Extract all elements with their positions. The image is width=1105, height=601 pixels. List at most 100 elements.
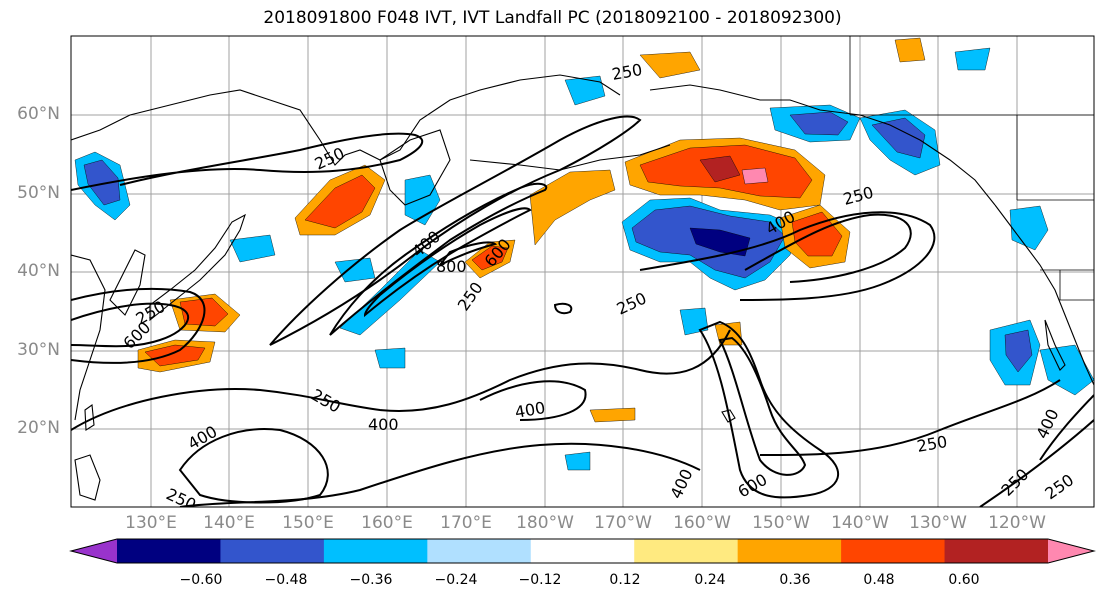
negative-anomaly-baja-core: [1004, 329, 1033, 373]
contour-600-jet: [363, 207, 532, 318]
positive-anomaly-central: [529, 169, 616, 246]
contour-label: 250: [915, 432, 948, 456]
contour-250-subtrop: [71, 329, 731, 431]
positive-anomaly-sub-2: [589, 407, 636, 423]
contour-250-south: [179, 442, 701, 507]
contour-250-island: [553, 302, 573, 315]
contour-label: 400: [666, 466, 696, 502]
colorbar-tick: 0.24: [694, 572, 726, 588]
aleutians: [469, 144, 671, 171]
positive-anomaly-bering-dark: [699, 155, 741, 183]
contour-400-east: [744, 213, 912, 283]
negative-anomaly-japan-core: [83, 159, 121, 206]
ivt-contours: [71, 115, 1094, 507]
baja: [1044, 319, 1066, 371]
lon-label-160e: 160°E: [361, 513, 413, 533]
japan-honshu: [149, 213, 246, 322]
map-title: 2018091800 F048 IVT, IVT Landfall PC (20…: [263, 8, 842, 28]
colorbar-segment: [841, 539, 946, 563]
contour-400-jet: [329, 182, 548, 336]
na-west-coast: [994, 204, 1094, 386]
contour-label: 250: [308, 385, 344, 417]
colorbar-tick: −0.24: [434, 572, 478, 588]
contour-label: 800: [436, 257, 467, 276]
contour-label: 400: [185, 422, 221, 454]
colorbar-segment: [634, 539, 739, 563]
contour-label: 250: [163, 484, 199, 514]
lat-label-50n: 50°N: [17, 183, 60, 203]
china-coast: [71, 254, 106, 421]
colorbar-segment: [427, 539, 532, 563]
contour-800-jet: [439, 241, 498, 266]
contour-250-nw: [71, 132, 424, 191]
contour-label: 400: [368, 415, 399, 434]
korea: [109, 249, 146, 316]
colorbar-segment: [530, 539, 635, 563]
positive-anomaly-jet-core: [471, 245, 509, 271]
contour-label: 250: [841, 183, 875, 209]
negative-anomaly-south-china: [334, 257, 376, 283]
colorbar-segment: [117, 539, 221, 563]
contour-400-japan: [71, 302, 190, 348]
contour-250-east: [639, 211, 936, 301]
lon-label-140e: 140°E: [203, 513, 255, 533]
colorbar-segment: [220, 539, 325, 563]
lon-label-140w: 140°W: [831, 513, 889, 533]
contour-400-center: [698, 320, 840, 499]
colorbar-tick: −0.60: [179, 572, 223, 588]
lon-label-150e: 150°E: [282, 513, 334, 533]
contour-400-se: [1039, 394, 1094, 461]
positive-anomaly-east-china-core: [144, 344, 206, 367]
coastlines: [71, 74, 1094, 501]
lat-label-40n: 40°N: [17, 261, 60, 281]
colorbar-tick: 0.36: [779, 572, 811, 588]
map-frame: [70, 35, 1095, 508]
positive-anomaly-kuril-core: [304, 174, 376, 229]
taiwan: [84, 404, 95, 431]
lat-label-20n: 20°N: [17, 418, 60, 438]
colorbar-extend-low: [71, 539, 117, 563]
colorbar-tick: −0.48: [264, 572, 308, 588]
colorbar-tick: −0.36: [349, 572, 393, 588]
negative-anomaly-gulf-core: [871, 117, 926, 159]
contour-label: 600: [735, 470, 771, 502]
negative-anomaly-hawaii: [679, 307, 709, 336]
lon-label-170e: 170°E: [440, 513, 492, 533]
graticule: [71, 36, 1094, 507]
colorbar: [69, 538, 1096, 564]
colorbar-outline: [69, 538, 1096, 564]
negative-anomaly-npac-center: [689, 227, 751, 257]
colorbar-segment: [944, 539, 1049, 563]
contour-labels: 250 250 400 800 600 250 250 400 250 250 …: [119, 60, 1077, 514]
lon-label-130e: 130°E: [125, 513, 177, 533]
alaska-coast: [649, 84, 996, 206]
colorbar-tick: 0.12: [609, 572, 641, 588]
contour-label: 250: [454, 278, 487, 314]
colorbar-tick: 0.60: [948, 572, 980, 588]
negative-anomaly-small-3: [374, 347, 406, 369]
lat-label-30n: 30°N: [17, 340, 60, 360]
positive-anomaly-okhotsk: [639, 51, 701, 79]
contour-600-center: [718, 336, 807, 476]
colorbar-segment: [323, 539, 428, 563]
lon-label-160w: 160°W: [673, 513, 731, 533]
negative-anomaly-small-2: [229, 234, 276, 263]
lon-label-170w: 170°W: [594, 513, 652, 533]
borders: [849, 36, 1094, 301]
lon-label-130w: 130°W: [909, 513, 967, 533]
contour-400-subtrop: [479, 380, 587, 421]
contour-250-se: [979, 419, 1094, 507]
negative-anomaly-small-5: [954, 47, 991, 71]
positive-anomaly-bering-peak: [741, 167, 769, 185]
negative-anomaly-small-4: [564, 451, 591, 471]
negative-anomaly-small-1: [564, 75, 606, 106]
contour-250-east-south: [759, 379, 1061, 456]
contour-label: 250: [312, 143, 348, 173]
contour-label: 250: [1041, 470, 1077, 503]
contour-250-jet: [269, 115, 642, 346]
colorbar-segment: [737, 539, 842, 563]
lon-label-150w: 150°W: [752, 513, 810, 533]
kamchatka: [379, 129, 451, 206]
contour-label: 250: [614, 288, 650, 318]
